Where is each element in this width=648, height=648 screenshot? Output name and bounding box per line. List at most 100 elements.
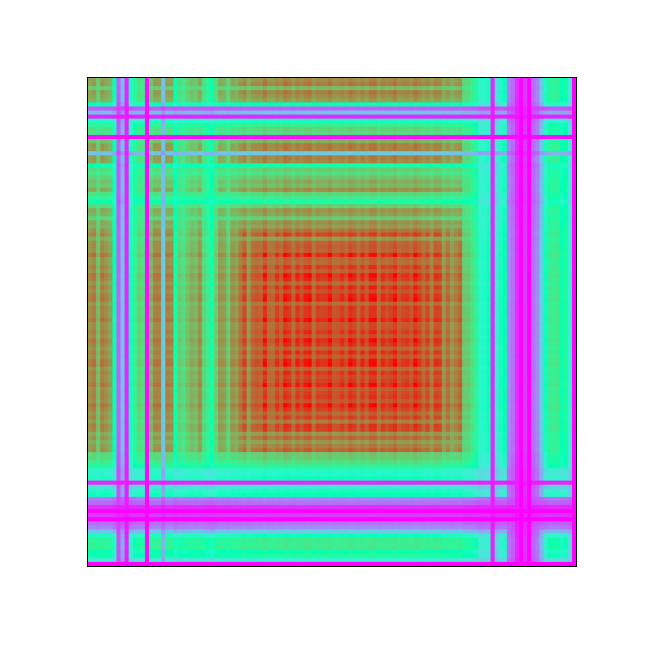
heatmap-cell: [478, 143, 483, 148]
heatmap-cell: [336, 159, 341, 164]
heatmap-cell: [246, 151, 252, 156]
heatmap-cell: [380, 236, 386, 242]
heatmap-cell: [295, 86, 300, 91]
heatmap-cell: [189, 167, 195, 172]
heatmap-cell: [266, 232, 272, 237]
heatmap-cell: [535, 106, 540, 111]
heatmap-cell: [189, 98, 195, 103]
heatmap-cell: [547, 114, 552, 120]
heatmap-cell: [445, 151, 451, 156]
heatmap-cell: [234, 86, 239, 91]
heatmap-cell: [323, 106, 329, 111]
heatmap-cell: [295, 163, 300, 168]
heatmap-cell: [210, 175, 215, 181]
heatmap-cell: [454, 134, 459, 140]
heatmap-cell: [177, 187, 182, 193]
heatmap-cell: [571, 216, 577, 221]
heatmap-cell: [551, 86, 557, 91]
heatmap-cell: [254, 179, 260, 185]
heatmap-cell: [104, 147, 109, 152]
heatmap-cell: [340, 220, 345, 225]
heatmap-cell: [132, 143, 138, 148]
heatmap-cell: [275, 244, 280, 250]
heatmap-cell: [218, 90, 223, 95]
heatmap-cell: [291, 212, 296, 217]
heatmap-cell: [421, 118, 426, 124]
heatmap-cell: [242, 82, 247, 87]
heatmap-cell: [563, 122, 569, 128]
heatmap-cell: [417, 187, 422, 193]
heatmap-cell: [523, 147, 528, 152]
heatmap-cell: [547, 195, 552, 201]
heatmap-cell: [120, 159, 125, 164]
heatmap-cell: [96, 98, 101, 103]
heatmap-cell: [372, 86, 378, 91]
heatmap-cell: [494, 106, 500, 111]
heatmap-cell: [311, 236, 317, 242]
heatmap-cell: [454, 122, 459, 128]
heatmap-cell: [510, 183, 516, 189]
heatmap-cell: [490, 220, 496, 225]
heatmap-cell: [563, 240, 569, 246]
heatmap-cell: [547, 228, 552, 233]
heatmap-cell: [372, 171, 378, 176]
heatmap-cell: [323, 204, 329, 209]
heatmap-cell: [470, 118, 475, 124]
heatmap-cell: [384, 151, 390, 156]
heatmap-cell: [266, 86, 272, 91]
heatmap-cell: [384, 163, 390, 168]
heatmap-cell: [368, 86, 374, 91]
heatmap-cell: [189, 236, 195, 242]
heatmap-cell: [88, 151, 93, 156]
heatmap-cell: [161, 212, 166, 217]
heatmap-cell: [319, 240, 325, 246]
heatmap-cell: [441, 195, 447, 201]
heatmap-cell: [462, 134, 467, 140]
heatmap-cell: [299, 122, 304, 128]
heatmap-cell: [539, 118, 544, 124]
heatmap-cell: [323, 244, 329, 250]
heatmap-cell: [539, 220, 544, 225]
heatmap-cell: [368, 228, 374, 233]
heatmap-cell: [388, 118, 394, 124]
heatmap-cell: [441, 82, 447, 87]
heatmap-cell: [360, 183, 365, 189]
heatmap-cell: [189, 155, 195, 160]
heatmap-cell: [376, 224, 382, 229]
heatmap-cell: [454, 167, 459, 172]
heatmap-cell: [523, 216, 528, 221]
heatmap-cell: [368, 110, 374, 115]
heatmap-cell: [181, 240, 186, 246]
heatmap-cell: [210, 139, 215, 144]
heatmap-cell: [108, 191, 113, 197]
heatmap-cell: [88, 195, 93, 201]
heatmap-cell: [405, 90, 410, 95]
heatmap-cell: [279, 236, 284, 242]
heatmap-cell: [181, 86, 186, 91]
heatmap-cell: [250, 114, 256, 120]
heatmap-cell: [380, 126, 386, 132]
heatmap-cell: [397, 232, 402, 237]
heatmap-cell: [88, 204, 93, 209]
heatmap-cell: [100, 183, 105, 189]
heatmap-cell: [165, 130, 170, 136]
heatmap-cell: [307, 195, 313, 201]
heatmap-cell: [173, 236, 178, 242]
heatmap-cell: [173, 224, 178, 229]
heatmap-cell: [153, 240, 158, 246]
heatmap-cell: [218, 110, 223, 115]
heatmap-cell: [226, 106, 231, 111]
heatmap-cell: [543, 167, 548, 172]
heatmap-cell: [291, 244, 296, 250]
heatmap-cell: [258, 139, 264, 144]
heatmap-cell: [136, 94, 142, 99]
heatmap-cell: [445, 118, 451, 124]
heatmap-cell: [445, 220, 451, 225]
heatmap-cell: [299, 232, 304, 237]
heatmap-cell: [295, 232, 300, 237]
heatmap-cell: [299, 159, 304, 164]
heatmap-cell: [523, 228, 528, 233]
heatmap-cell: [315, 228, 321, 233]
heatmap-cell: [153, 163, 158, 168]
heatmap-cell: [205, 151, 211, 156]
